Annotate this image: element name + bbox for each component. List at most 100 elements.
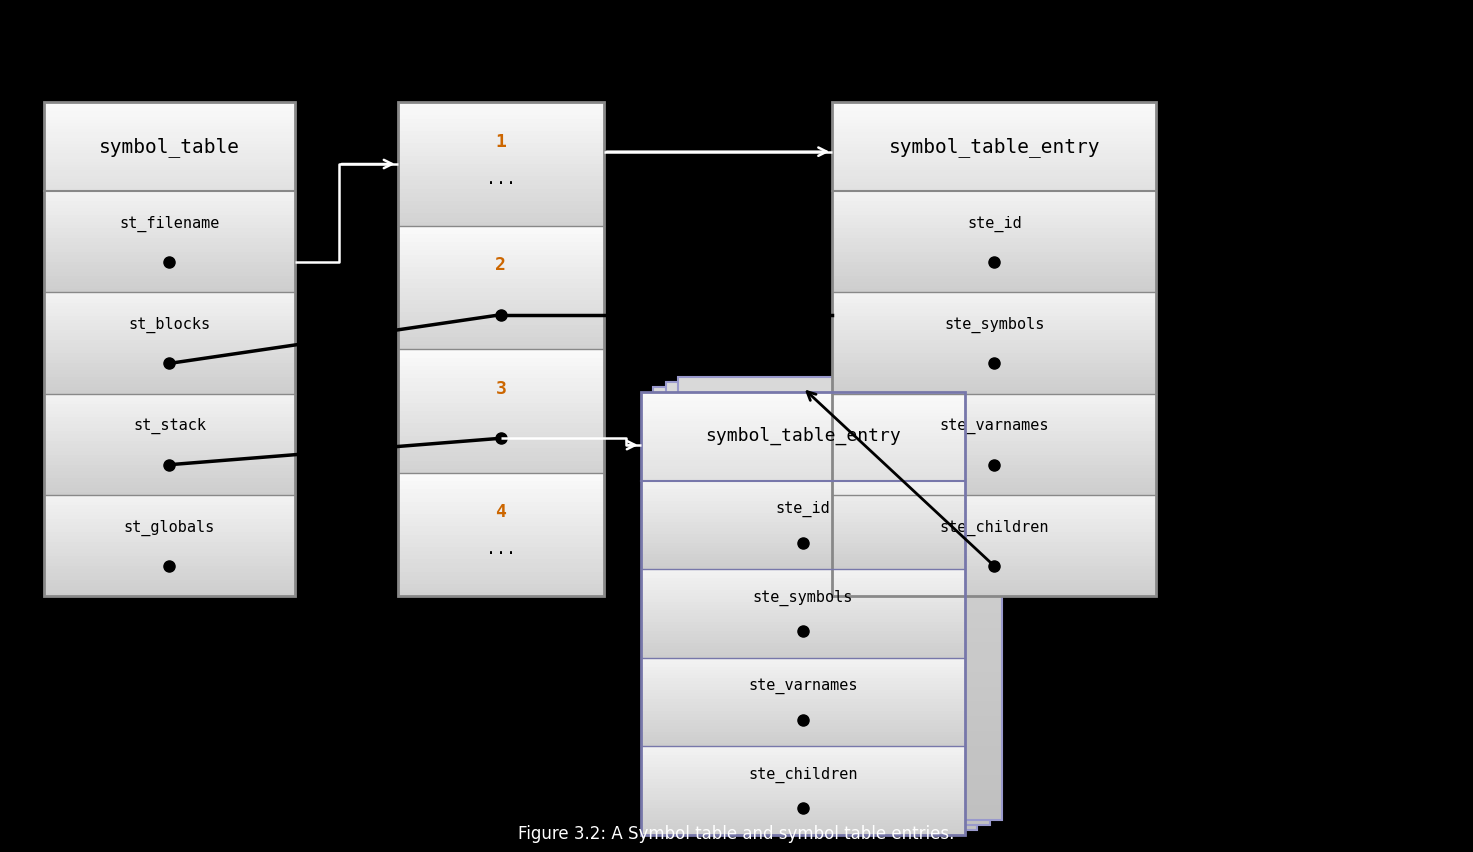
- Bar: [641, 549, 965, 551]
- Bar: [641, 823, 965, 826]
- Bar: [44, 176, 295, 179]
- Bar: [666, 515, 990, 529]
- Bar: [666, 706, 990, 722]
- Bar: [398, 366, 604, 370]
- Bar: [653, 608, 977, 623]
- Bar: [832, 556, 1156, 559]
- Bar: [641, 714, 965, 717]
- Bar: [832, 198, 1156, 201]
- Bar: [641, 631, 965, 634]
- Bar: [653, 756, 977, 771]
- Bar: [832, 488, 1156, 492]
- Bar: [44, 215, 295, 218]
- Bar: [641, 400, 965, 404]
- Bar: [678, 539, 1002, 554]
- Bar: [832, 191, 1156, 194]
- Bar: [44, 431, 295, 435]
- Bar: [44, 438, 295, 441]
- Bar: [832, 566, 1156, 569]
- Bar: [666, 692, 990, 706]
- Bar: [398, 255, 604, 259]
- Bar: [44, 299, 295, 302]
- Bar: [641, 708, 965, 711]
- Bar: [398, 304, 604, 308]
- Bar: [641, 788, 965, 791]
- Bar: [641, 773, 965, 776]
- Bar: [641, 442, 965, 445]
- Bar: [641, 525, 965, 527]
- Bar: [641, 625, 965, 628]
- Bar: [44, 390, 295, 394]
- Text: 1: 1: [495, 133, 507, 151]
- Bar: [832, 532, 1156, 536]
- Bar: [666, 529, 990, 544]
- Bar: [44, 333, 295, 337]
- Bar: [44, 586, 295, 590]
- Bar: [832, 252, 1156, 256]
- Bar: [832, 164, 1156, 168]
- Bar: [398, 345, 604, 349]
- Text: symbol_table_entry: symbol_table_entry: [888, 136, 1100, 157]
- Bar: [832, 360, 1156, 364]
- Bar: [832, 526, 1156, 529]
- Bar: [641, 478, 965, 481]
- Bar: [641, 694, 965, 696]
- Bar: [641, 510, 965, 513]
- Bar: [44, 414, 295, 417]
- Bar: [653, 638, 977, 653]
- Bar: [398, 452, 604, 457]
- Bar: [678, 598, 1002, 613]
- Bar: [44, 262, 295, 266]
- Bar: [641, 699, 965, 702]
- Bar: [641, 805, 965, 809]
- Bar: [44, 498, 295, 502]
- Bar: [44, 441, 295, 445]
- Bar: [44, 495, 295, 498]
- Bar: [44, 235, 295, 239]
- Bar: [678, 465, 1002, 480]
- Bar: [666, 795, 990, 810]
- Bar: [398, 118, 604, 123]
- Bar: [678, 687, 1002, 701]
- Bar: [832, 201, 1156, 204]
- Text: 3: 3: [495, 380, 507, 398]
- Bar: [641, 545, 965, 549]
- Bar: [44, 492, 295, 495]
- Bar: [666, 677, 990, 692]
- Bar: [398, 469, 604, 473]
- Bar: [641, 717, 965, 720]
- Bar: [832, 129, 1156, 132]
- Bar: [641, 678, 965, 682]
- Bar: [398, 193, 604, 197]
- Bar: [641, 622, 965, 625]
- Bar: [641, 616, 965, 619]
- Bar: [641, 817, 965, 820]
- Bar: [641, 682, 965, 684]
- Bar: [666, 544, 990, 559]
- Bar: [832, 383, 1156, 387]
- Bar: [641, 434, 965, 436]
- Bar: [832, 515, 1156, 519]
- Bar: [832, 590, 1156, 593]
- Bar: [641, 404, 965, 406]
- Bar: [641, 696, 965, 699]
- Text: ste_symbols: ste_symbols: [753, 590, 853, 606]
- Bar: [398, 185, 604, 189]
- Bar: [44, 188, 295, 191]
- Bar: [398, 390, 604, 394]
- Bar: [641, 793, 965, 797]
- Bar: [832, 354, 1156, 357]
- Bar: [641, 732, 965, 734]
- Bar: [44, 108, 295, 111]
- Bar: [832, 468, 1156, 471]
- Bar: [44, 279, 295, 282]
- Bar: [44, 343, 295, 347]
- Bar: [44, 519, 295, 522]
- Bar: [666, 810, 990, 825]
- Bar: [398, 502, 604, 506]
- Bar: [653, 800, 977, 815]
- Bar: [832, 147, 1156, 150]
- Bar: [832, 471, 1156, 475]
- Bar: [641, 619, 965, 622]
- Bar: [832, 174, 1156, 176]
